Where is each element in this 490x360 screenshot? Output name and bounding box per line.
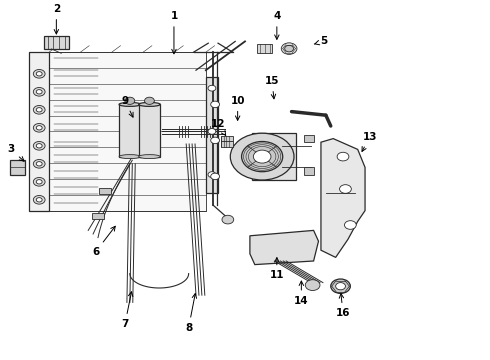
Ellipse shape <box>139 102 160 107</box>
Circle shape <box>33 177 45 186</box>
Bar <box>304 167 314 175</box>
Circle shape <box>36 90 42 94</box>
Circle shape <box>208 129 216 134</box>
Bar <box>10 160 24 175</box>
Circle shape <box>208 85 216 91</box>
Circle shape <box>33 69 45 78</box>
Text: 6: 6 <box>92 226 115 257</box>
Circle shape <box>253 150 271 163</box>
Circle shape <box>145 97 154 104</box>
Bar <box>220 136 233 141</box>
Text: 15: 15 <box>265 76 279 99</box>
Text: 13: 13 <box>362 132 377 152</box>
Circle shape <box>211 101 220 108</box>
Text: 12: 12 <box>211 119 226 135</box>
Text: 16: 16 <box>336 294 350 318</box>
Circle shape <box>36 72 42 76</box>
Bar <box>139 104 160 157</box>
Text: 8: 8 <box>185 294 196 333</box>
Bar <box>99 188 111 194</box>
Circle shape <box>211 137 220 144</box>
Circle shape <box>211 173 220 180</box>
Bar <box>49 52 206 211</box>
Circle shape <box>285 45 294 52</box>
Text: 2: 2 <box>53 4 60 34</box>
Bar <box>206 77 218 193</box>
Bar <box>29 52 49 211</box>
Circle shape <box>344 221 356 229</box>
Circle shape <box>33 105 45 114</box>
Text: 4: 4 <box>273 11 281 39</box>
Text: 11: 11 <box>270 258 284 280</box>
Text: 1: 1 <box>171 11 177 54</box>
Bar <box>44 36 69 49</box>
Bar <box>257 44 272 53</box>
Ellipse shape <box>139 155 160 159</box>
Circle shape <box>33 159 45 168</box>
Circle shape <box>125 97 135 104</box>
Circle shape <box>36 108 42 112</box>
Text: 9: 9 <box>122 96 133 117</box>
Circle shape <box>222 215 234 224</box>
Polygon shape <box>321 139 365 257</box>
Circle shape <box>336 283 345 290</box>
Polygon shape <box>250 230 318 265</box>
Text: 14: 14 <box>294 281 309 306</box>
Text: 7: 7 <box>121 292 133 329</box>
Circle shape <box>36 180 42 184</box>
Circle shape <box>337 152 349 161</box>
Circle shape <box>33 141 45 150</box>
Circle shape <box>33 87 45 96</box>
Circle shape <box>340 185 351 193</box>
Circle shape <box>242 141 283 172</box>
Circle shape <box>33 123 45 132</box>
Text: 3: 3 <box>7 144 24 161</box>
Ellipse shape <box>119 102 141 107</box>
Bar <box>92 213 104 219</box>
Circle shape <box>305 280 320 291</box>
Ellipse shape <box>119 155 141 159</box>
Bar <box>304 135 314 142</box>
Circle shape <box>36 198 42 202</box>
Bar <box>220 141 233 147</box>
Circle shape <box>36 162 42 166</box>
Circle shape <box>331 279 350 293</box>
Circle shape <box>281 43 297 54</box>
Bar <box>252 133 296 180</box>
Circle shape <box>208 172 216 177</box>
Circle shape <box>36 126 42 130</box>
Circle shape <box>230 133 294 180</box>
Text: 10: 10 <box>230 96 245 120</box>
Text: 5: 5 <box>314 36 327 46</box>
Bar <box>119 104 141 157</box>
Circle shape <box>36 144 42 148</box>
Circle shape <box>33 195 45 204</box>
